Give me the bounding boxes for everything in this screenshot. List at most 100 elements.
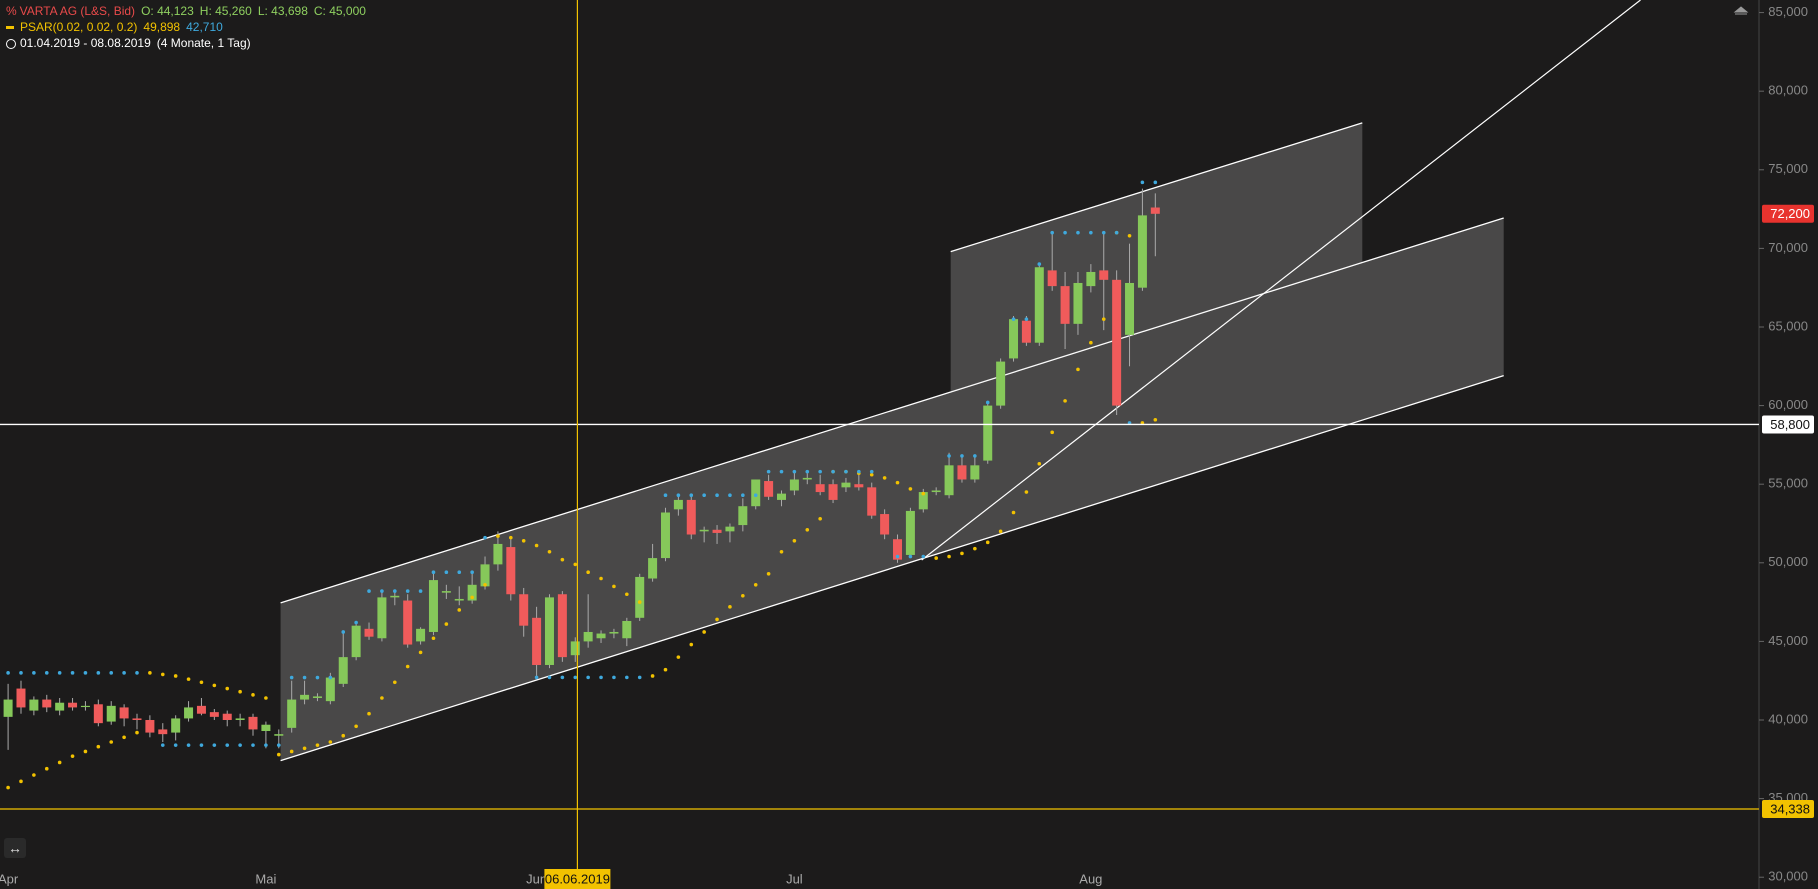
psar-dot — [1037, 461, 1042, 466]
toggle-button[interactable]: ↔ — [4, 838, 26, 858]
psar-dot — [1089, 340, 1093, 345]
y-tick-label: 50,000 — [1768, 554, 1808, 569]
psar-dot — [444, 570, 449, 575]
candle-body — [1021, 320, 1031, 343]
candle-body — [93, 704, 103, 724]
candle-body — [416, 628, 426, 642]
psar-dot — [289, 749, 294, 754]
psar-dot — [612, 675, 616, 680]
y-tick-label: 70,000 — [1768, 240, 1808, 255]
candle-body — [171, 718, 181, 733]
candle-body — [1086, 271, 1096, 287]
candle-body — [235, 718, 245, 721]
candle-body — [196, 705, 206, 714]
psar-dot — [405, 589, 410, 593]
psar-dot — [354, 620, 358, 625]
candle-body — [145, 720, 155, 733]
psar-dot — [315, 743, 320, 747]
candle-body — [1009, 319, 1019, 359]
psar-dot — [1050, 230, 1054, 235]
psar-dot — [1063, 399, 1067, 403]
psar-dot — [393, 589, 397, 593]
legend-ohlc: L: 43,698 — [257, 4, 308, 18]
psar-dot — [44, 671, 49, 675]
psar-dot — [135, 730, 139, 735]
psar-dot — [212, 743, 217, 747]
psar-dot — [509, 535, 513, 540]
psar-dot — [354, 724, 358, 729]
candle-body — [1112, 279, 1122, 406]
psar-dot — [753, 583, 758, 587]
psar-dot — [985, 540, 990, 545]
psar-dot — [599, 675, 603, 680]
psar-dot — [728, 605, 732, 609]
psar-dot — [251, 743, 255, 747]
psar-dot — [818, 469, 822, 474]
psar-dot — [276, 743, 281, 747]
psar-dot — [199, 743, 204, 747]
legend-icon — [6, 26, 14, 30]
psar-dot — [96, 671, 101, 675]
psar-dot — [380, 696, 384, 700]
period-range: 01.04.2019 - 08.08.2019 — [20, 36, 151, 50]
psar-dot — [805, 469, 810, 474]
candle-body — [467, 584, 477, 601]
psar-dot — [573, 562, 578, 567]
legend-row: PSAR(0.02, 0.02, 0.2) 49,898 42,710 — [6, 20, 229, 34]
psar-dot — [779, 549, 784, 554]
psar-dot — [212, 683, 217, 688]
candle-body — [454, 598, 464, 601]
clock-icon — [6, 38, 16, 49]
candle-body — [390, 595, 400, 598]
psar-dot — [1153, 417, 1158, 422]
psar-dot — [560, 557, 565, 562]
psar-dot — [380, 589, 384, 593]
candle-body — [312, 696, 322, 698]
channel-fill — [950, 122, 1363, 392]
psar-dot — [470, 570, 474, 575]
candle-body — [931, 490, 941, 493]
psar-dot — [186, 743, 191, 747]
x-tick-label: Jun — [526, 871, 547, 886]
trend-line — [921, 0, 1641, 561]
period-span: (4 Monate, 1 Tag) — [156, 36, 251, 50]
psar-dot — [702, 493, 706, 497]
psar-dot — [160, 743, 165, 747]
psar-dot — [831, 469, 835, 474]
psar-dot — [6, 785, 10, 790]
candle-body — [712, 529, 722, 533]
psar-dot — [186, 677, 191, 681]
candle-body — [42, 699, 52, 708]
candle-body — [261, 724, 271, 732]
candle-body — [287, 699, 297, 728]
candle-body — [648, 558, 658, 579]
candle-body — [351, 625, 361, 658]
psar-dot — [264, 696, 268, 700]
psar-dot — [766, 469, 771, 474]
psar-dot — [728, 493, 732, 497]
psar-dot — [289, 675, 294, 680]
psar-dot — [637, 600, 642, 604]
candle-body — [16, 688, 26, 708]
candle-body — [609, 631, 619, 634]
psar-dot — [792, 538, 797, 543]
psar-dot — [1114, 230, 1119, 235]
candle-body — [209, 712, 219, 717]
psar-dot — [19, 671, 23, 675]
psar-dot — [1050, 430, 1054, 435]
candle-body — [1099, 270, 1109, 280]
candle-body — [532, 617, 542, 665]
y-tick-label: 55,000 — [1768, 476, 1808, 491]
candle-body — [751, 479, 761, 507]
psar-dot — [1101, 230, 1106, 235]
candle-body — [867, 487, 877, 516]
candle-body — [789, 479, 799, 491]
candle-body — [996, 361, 1006, 406]
candle-body — [68, 702, 78, 708]
psar-dot — [109, 671, 114, 675]
candle-body — [673, 499, 683, 510]
psar-dot — [1140, 180, 1145, 185]
x-tick-label: Jul — [786, 871, 803, 886]
cursor-box — [544, 869, 611, 889]
psar-dot — [1024, 317, 1029, 321]
